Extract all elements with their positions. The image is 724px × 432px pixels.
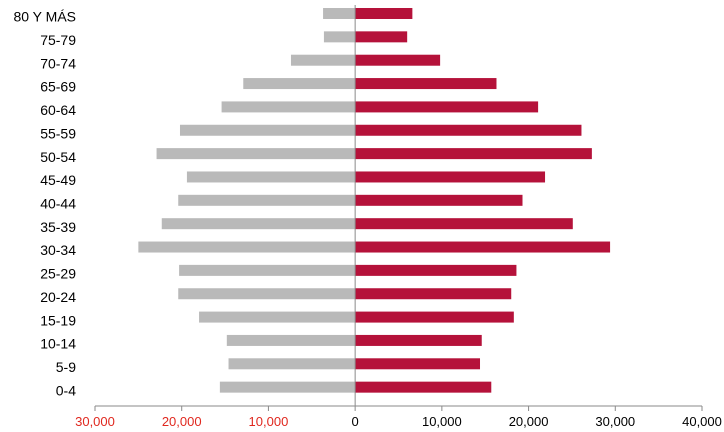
- left-bar-30-34: [138, 241, 356, 253]
- category-label: 0-4: [56, 382, 76, 398]
- left-bar-40-44: [178, 194, 356, 206]
- category-label: 80 Y MÁS: [13, 9, 76, 25]
- left-bar-55-59: [179, 124, 356, 136]
- left-bar-35-39: [161, 218, 356, 230]
- category-label: 35-39: [40, 219, 76, 235]
- category-label: 20-24: [40, 289, 76, 305]
- left-bar-45-49: [186, 171, 356, 183]
- left-bar-50-54: [156, 148, 356, 160]
- x-tick-labels: 30,000 20,000 10,000 0 10,000 20,000 30,000 40,…: [75, 414, 722, 429]
- right-bar-40-44: [355, 194, 523, 206]
- left-bar-15-19: [199, 311, 356, 323]
- category-label: 15-19: [40, 312, 76, 328]
- right-bar-75-79: [355, 31, 408, 43]
- x-tick-label: 30,000: [75, 414, 115, 429]
- left-bar-20-24: [178, 288, 356, 300]
- category-label: 25-29: [40, 266, 76, 282]
- category-label: 75-79: [40, 32, 76, 48]
- category-label: 60-64: [40, 102, 76, 118]
- axes-group: [94, 5, 703, 411]
- right-bar-50-54: [355, 148, 592, 160]
- x-tick-label: 20,000: [509, 414, 549, 429]
- left-bar-70-74: [290, 54, 356, 66]
- category-label: 40-44: [40, 196, 76, 212]
- category-labels: 0-4 5-9 10-14 15-19 20-24 25-29 30-34 35-39 40-4…: [13, 9, 76, 399]
- right-bar-20-24: [355, 288, 512, 300]
- right-bar-45-49: [355, 171, 546, 183]
- x-tick-label: 10,000: [422, 414, 462, 429]
- left-bar-5-9: [228, 358, 356, 370]
- left-bar-65-69: [243, 78, 356, 90]
- left-bar-80-y-más: [323, 8, 356, 19]
- left-bar-75-79: [323, 31, 356, 43]
- left-bar-25-29: [179, 264, 356, 276]
- right-bar-10-14: [355, 334, 482, 346]
- left-bar-60-64: [221, 101, 356, 113]
- right-bar-70-74: [355, 54, 441, 66]
- category-label: 10-14: [40, 336, 76, 352]
- bars-group: [138, 8, 611, 393]
- category-label: 65-69: [40, 79, 76, 95]
- category-label: 55-59: [40, 125, 76, 141]
- category-label: 50-54: [40, 149, 76, 165]
- right-bar-55-59: [355, 124, 582, 136]
- x-tick-label: 40,000: [682, 414, 722, 429]
- x-tick-label: 0: [352, 414, 359, 429]
- category-label: 45-49: [40, 172, 76, 188]
- category-label: 5-9: [56, 359, 76, 375]
- right-bar-35-39: [355, 218, 573, 230]
- left-bar-0-4: [219, 381, 356, 393]
- x-tick-label: 10,000: [249, 414, 289, 429]
- right-bar-0-4: [355, 381, 492, 393]
- left-bar-10-14: [226, 334, 356, 346]
- right-bar-60-64: [355, 101, 539, 113]
- right-bar-15-19: [355, 311, 514, 323]
- right-bar-30-34: [355, 241, 611, 253]
- x-tick-label: 30,000: [595, 414, 635, 429]
- right-bar-80-y-más: [355, 8, 413, 19]
- right-bar-5-9: [355, 358, 481, 370]
- right-bar-65-69: [355, 78, 497, 90]
- category-label: 30-34: [40, 242, 76, 258]
- category-label: 70-74: [40, 55, 76, 71]
- right-bar-25-29: [355, 264, 517, 276]
- x-tick-label: 20,000: [162, 414, 202, 429]
